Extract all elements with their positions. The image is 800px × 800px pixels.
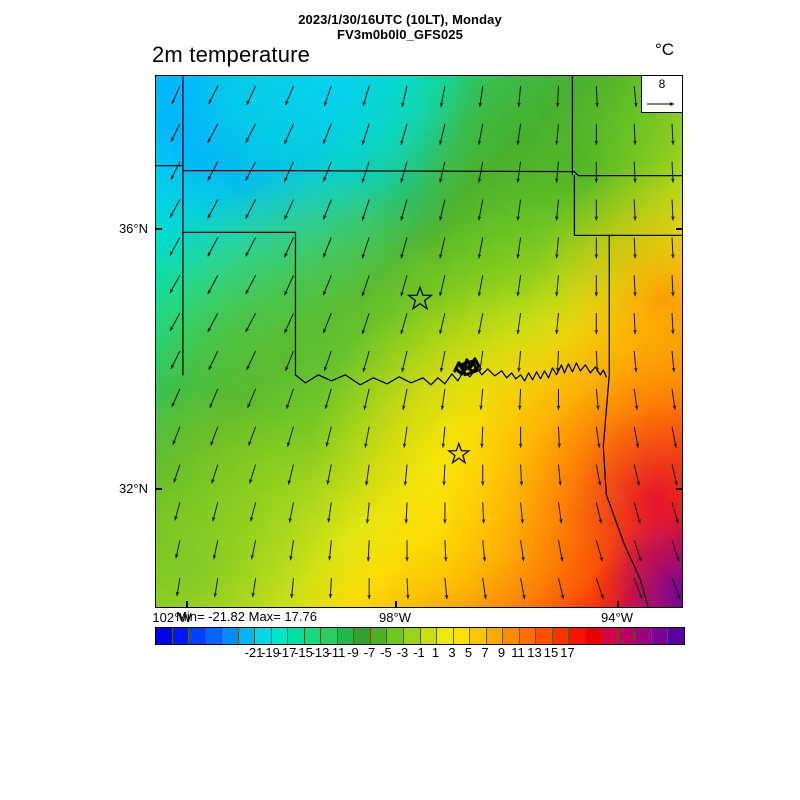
- colorbar[interactable]: [155, 627, 685, 645]
- colorbar-tick--17: -17: [277, 645, 297, 660]
- lat-tick-32-right: [676, 488, 683, 490]
- temperature-field: [156, 76, 682, 607]
- colorbar-swatch-17: [437, 628, 454, 644]
- colorbar-swatch-31: [668, 628, 684, 644]
- colorbar-tick-9: 9: [497, 645, 506, 660]
- colorbar-swatch-21: [503, 628, 520, 644]
- colorbar-tick-1: 1: [431, 645, 440, 660]
- lat-tick-36-right: [676, 228, 683, 230]
- colorbar-swatch-11: [337, 628, 355, 644]
- colorbar-swatch-13: [370, 628, 388, 644]
- colorbar-swatch-28: [618, 628, 636, 644]
- station-marker-layer: [406, 285, 471, 465]
- figure-title: 2023/1/30/16UTC (10LT), Monday FV3m0b0l0…: [0, 12, 800, 42]
- colorbar-tick-5: 5: [464, 645, 473, 660]
- field-label: 2m temperature: [152, 42, 311, 67]
- colorbar-swatch-14: [387, 628, 404, 644]
- lon-label-94: 94°W: [601, 610, 633, 625]
- colorbar-tick--5: -5: [380, 645, 392, 660]
- colorbar-swatch-5: [238, 628, 256, 644]
- colorbar-tick--9: -9: [347, 645, 359, 660]
- colorbar-swatch-22: [519, 628, 537, 644]
- colorbar-swatch-15: [403, 628, 421, 644]
- title-line-1: 2023/1/30/16UTC (10LT), Monday: [298, 12, 502, 27]
- colorbar-tick-7: 7: [481, 645, 489, 660]
- station-marker-north: [406, 285, 434, 311]
- colorbar-swatch-24: [552, 628, 570, 644]
- colorbar-swatch-8: [288, 628, 305, 644]
- colorbar-swatch-9: [304, 628, 322, 644]
- colorbar-swatch-20: [486, 628, 504, 644]
- colorbar-tick-11: 11: [511, 645, 525, 660]
- colorbar-tick-labels: -21 -19 -17 -15 -13 -11 -9 -7 -5 -3 -1 1 3 5 7 9 11 13 15 1…: [155, 645, 683, 663]
- unit-label: °C: [655, 40, 675, 59]
- colorbar-tick--1: -1: [413, 645, 425, 660]
- wind-vector-layer: [169, 85, 681, 600]
- colorbar-tick--7: -7: [363, 645, 376, 660]
- colorbar-swatch-26: [585, 628, 603, 644]
- colorbar-swatch-16: [420, 628, 438, 644]
- colorbar-swatch-7: [271, 628, 289, 644]
- map-panel[interactable]: 8: [155, 75, 683, 608]
- reference-vector-value: 8: [658, 77, 666, 91]
- reference-vector-box: 8: [641, 76, 682, 113]
- colorbar-swatch-3: [205, 628, 223, 644]
- lat-label-32: 32°N: [118, 481, 148, 496]
- lat-tick-36-left: [155, 228, 162, 230]
- colorbar-swatch-19: [470, 628, 487, 644]
- lat-tick-32-left: [155, 488, 162, 490]
- colorbar-swatch-2: [189, 628, 206, 644]
- colorbar-tick--19: -19: [261, 645, 280, 660]
- lon-tick-94: [617, 601, 619, 608]
- colorbar-tick-3: 3: [448, 645, 456, 660]
- colorbar-tick--3: -3: [396, 645, 409, 660]
- minmax-annotation: Min= -21.82 Max= 17.76: [176, 609, 317, 624]
- colorbar-swatch-18: [453, 628, 471, 644]
- wind-arrow-icon: [647, 101, 675, 107]
- station-marker-south: [446, 441, 471, 465]
- colorbar-tick-13: 13: [527, 645, 542, 660]
- state-borders-layer: [156, 76, 682, 607]
- map-svg: [156, 76, 682, 607]
- colorbar-tick-17: 17: [560, 645, 575, 660]
- lat-label-36: 36°N: [118, 221, 148, 236]
- colorbar-swatch-6: [255, 628, 272, 644]
- title-line-2: FV3m0b0l0_GFS025: [337, 27, 463, 42]
- colorbar-tick--15: -15: [294, 645, 313, 660]
- colorbar-tick--11: -11: [327, 645, 346, 660]
- colorbar-swatch-1: [172, 628, 190, 644]
- lon-tick-102: [186, 601, 188, 608]
- colorbar-swatch-10: [321, 628, 338, 644]
- colorbar-swatch-25: [569, 628, 586, 644]
- colorbar-swatch-23: [536, 628, 553, 644]
- lon-tick-98: [395, 601, 397, 608]
- colorbar-tick-15: 15: [543, 645, 559, 660]
- colorbar-tick--21: -21: [244, 645, 264, 660]
- colorbar-swatch-0: [156, 628, 173, 644]
- colorbar-swatch-4: [222, 628, 239, 644]
- lon-label-102: 102°W: [152, 610, 192, 625]
- shaded-temperature-layer: [156, 76, 682, 607]
- colorbar-swatch-12: [354, 628, 371, 644]
- colorbar-swatch-27: [602, 628, 619, 644]
- colorbar-swatch-30: [651, 628, 669, 644]
- lon-label-98: 98°W: [379, 610, 411, 625]
- colorbar-swatch-29: [635, 628, 652, 644]
- colorbar-tick--13: -13: [310, 645, 330, 660]
